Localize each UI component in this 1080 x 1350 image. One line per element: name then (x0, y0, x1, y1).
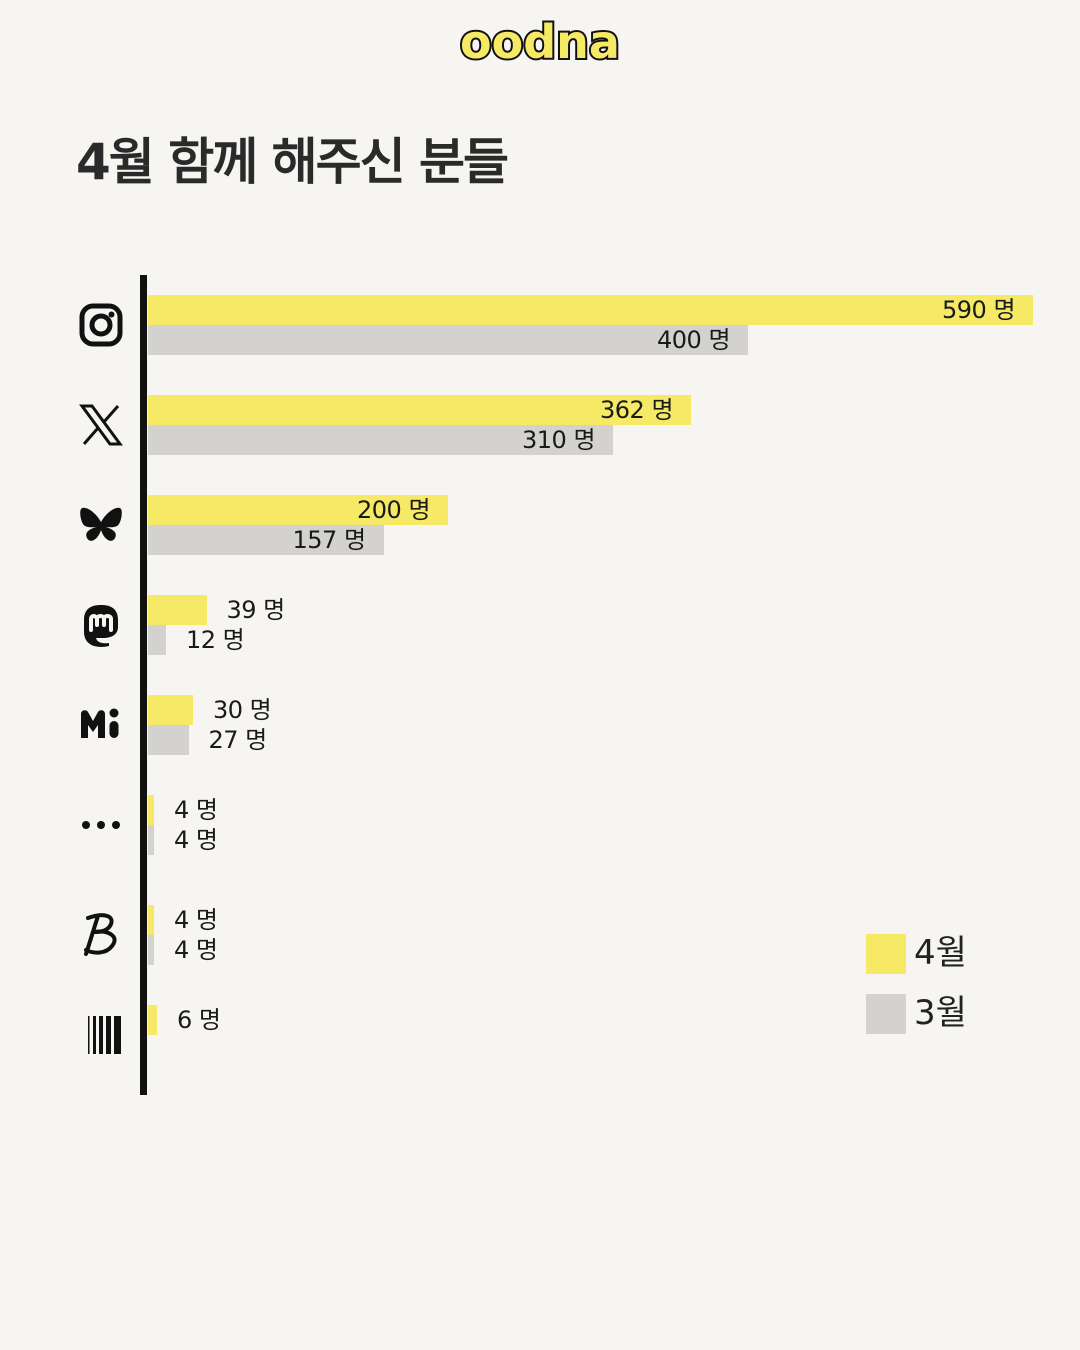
legend-item-april: 4월 (866, 933, 1026, 974)
bar-march-blogger (148, 935, 154, 965)
value-label-march-instagram: 400 명 (657, 326, 731, 354)
bar-april-misskey (148, 695, 193, 725)
value-label-april-misskey: 30 명 (213, 696, 272, 724)
bar-march-bluesky (148, 525, 384, 555)
value-label-april-mastodon: 39 명 (226, 596, 286, 624)
misskey-icon (81, 708, 119, 738)
mastodon-icon (84, 605, 118, 647)
y-axis-line (140, 275, 147, 1095)
bar-april-tumblr (148, 1005, 157, 1035)
bar-march-x (148, 425, 613, 455)
value-label-march-x: 310 명 (522, 426, 596, 454)
bar-march-mastodon (148, 625, 166, 655)
x-icon (79, 404, 123, 446)
page-title: 4월 함께 해주신 분들 (76, 133, 509, 191)
value-label-march-blogger: 4 명 (174, 936, 218, 964)
brand-logo: oodna (458, 14, 622, 71)
value-label-april-blogger: 4 명 (174, 906, 218, 934)
bar-april-bluesky (148, 495, 448, 525)
legend-swatch-april (866, 934, 906, 974)
bar-april-blogger (148, 905, 154, 935)
value-label-march-bluesky: 157 명 (292, 526, 367, 554)
legend-item-march: 3월 (866, 993, 1026, 1034)
value-label-april-instagram: 590 명 (942, 296, 1016, 324)
bar-april-- (148, 795, 154, 825)
tumblr-icon (88, 1016, 121, 1054)
value-label-april--: 4 명 (174, 796, 218, 824)
legend-label-april: 4월 (914, 933, 967, 973)
svg-text:oodna: oodna (460, 15, 620, 69)
value-label-april-tumblr: 6 명 (177, 1006, 221, 1034)
instagram-icon (79, 303, 123, 347)
value-label-april-bluesky: 200 명 (357, 496, 431, 524)
bar-march-instagram (148, 325, 748, 355)
legend-swatch-march (866, 994, 906, 1034)
bar-march-misskey (148, 725, 189, 755)
bar-april-x (148, 395, 691, 425)
bar-march-- (148, 825, 154, 855)
value-label-march-mastodon: 12 명 (186, 626, 245, 654)
value-label-march-misskey: 27 명 (208, 726, 268, 754)
value-label-march--: 4 명 (174, 826, 218, 854)
bluesky-icon (80, 507, 122, 541)
bar-april-instagram (148, 295, 1033, 325)
bar-april-mastodon (148, 595, 207, 625)
more-icon (82, 821, 120, 829)
legend-label-march: 3월 (914, 993, 967, 1033)
blogger-icon (84, 913, 117, 956)
value-label-april-x: 362 명 (600, 396, 674, 424)
